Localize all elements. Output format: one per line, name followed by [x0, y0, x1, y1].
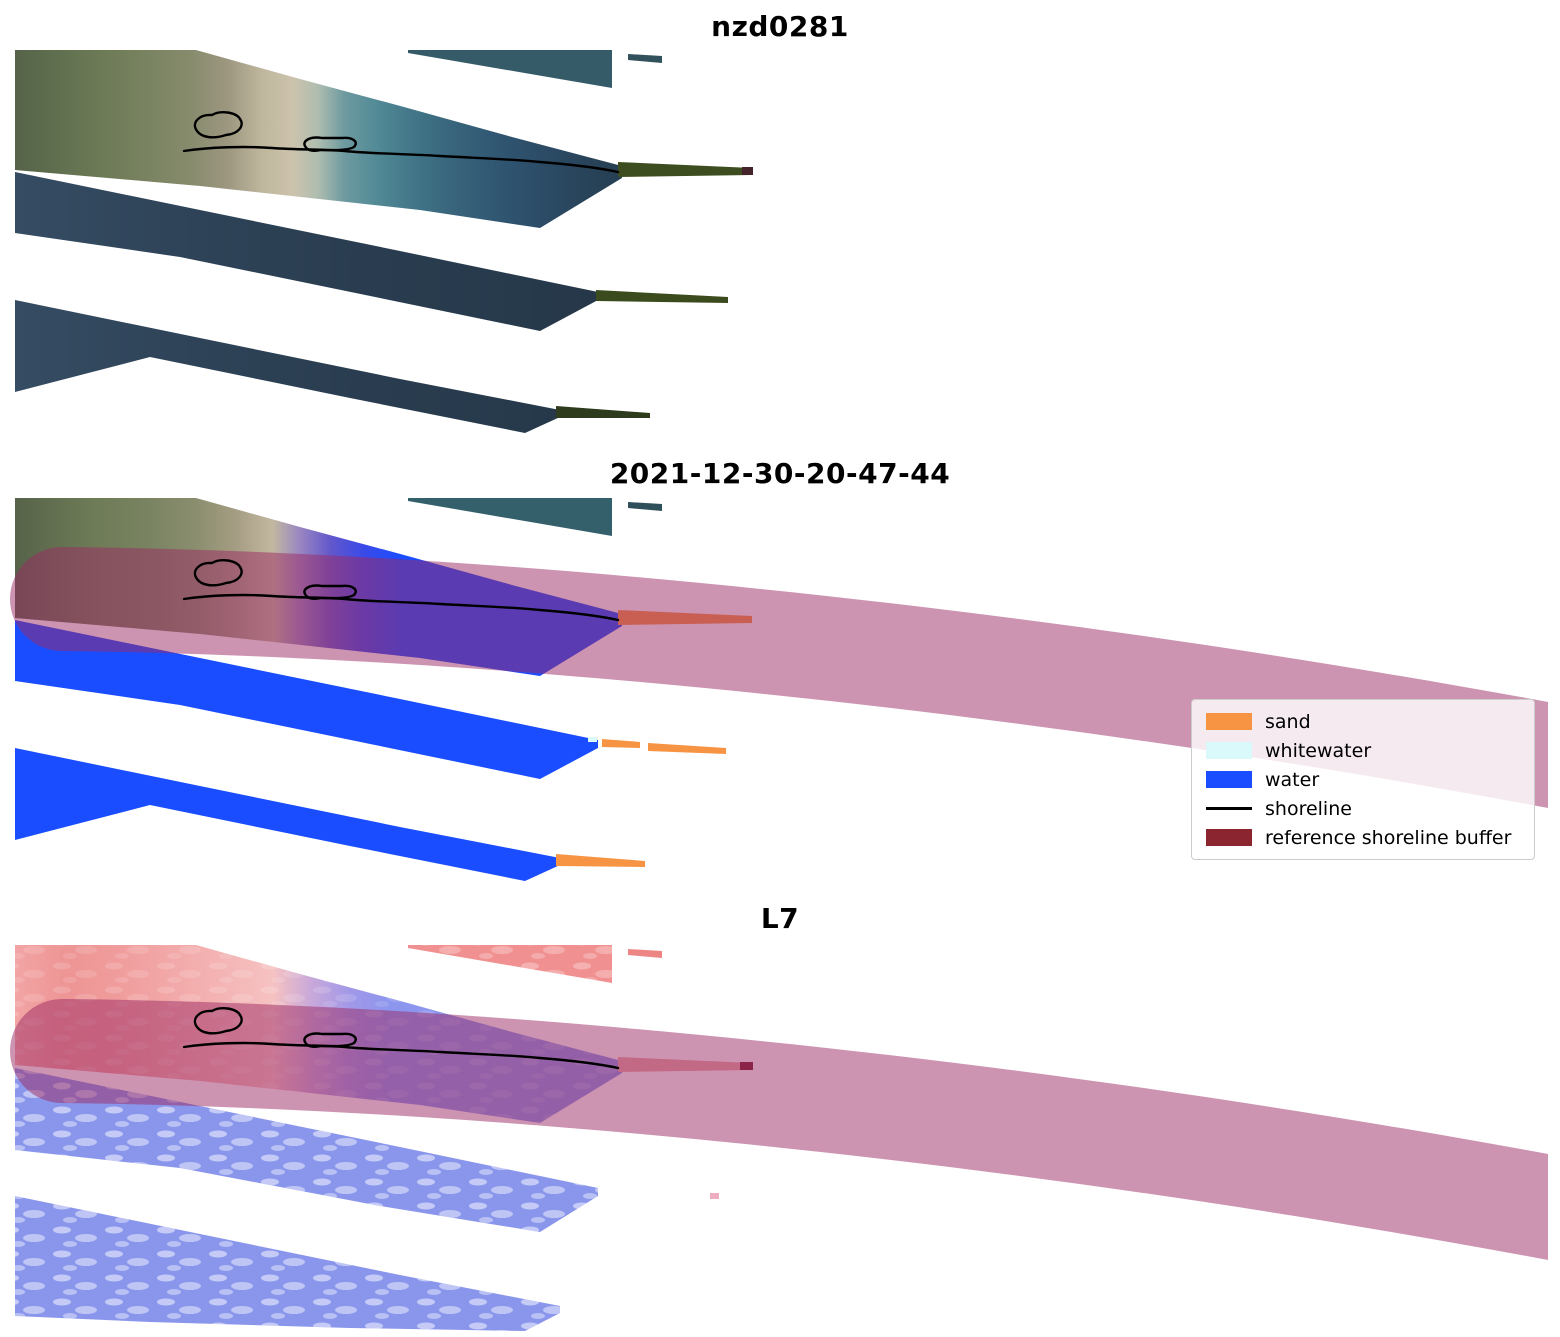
sea-stripe-2	[15, 300, 560, 433]
pink-speck	[710, 1193, 719, 1199]
legend-item-shoreline: shoreline	[1198, 794, 1528, 823]
panel-bottom-l7-image	[10, 945, 1548, 1331]
sand-dash-1	[602, 739, 640, 748]
image-fragment-top-right	[408, 50, 612, 88]
reference-buffer-swatch	[1206, 829, 1252, 846]
panel-title-middle: 2021-12-30-20-47-44	[609, 457, 951, 490]
image-fragment-top-right	[408, 498, 612, 536]
vegetation-sliver	[618, 162, 752, 177]
panel-title-top: nzd0281	[711, 10, 849, 43]
image-fragment-small	[628, 54, 662, 63]
water-swatch	[1206, 771, 1252, 788]
sliver-dark-tip	[742, 167, 753, 175]
panel-title-bottom: L7	[760, 902, 800, 935]
shoreline-line-swatch	[1206, 807, 1252, 810]
legend-box: sand whitewater water shoreline referenc…	[1191, 699, 1535, 860]
panel-top-satellite-image	[15, 50, 753, 433]
sand-dash-3	[556, 854, 645, 867]
image-fragment-small	[628, 949, 662, 958]
legend-item-whitewater: whitewater	[1198, 736, 1528, 765]
rgb-land-sea-stripe	[15, 50, 622, 228]
vegetation-sliver-3	[556, 406, 650, 418]
legend-label: reference shoreline buffer	[1265, 826, 1512, 849]
legend-label: whitewater	[1265, 739, 1372, 762]
sea-stripe-1	[15, 172, 598, 331]
legend-label: sand	[1265, 710, 1311, 733]
fragment-texture	[408, 945, 612, 983]
water-stripe-1-texture	[15, 1068, 598, 1232]
legend-label: water	[1265, 768, 1320, 791]
legend-label: shoreline	[1265, 797, 1352, 820]
water-stripe-2	[15, 748, 560, 881]
legend-item-sand: sand	[1198, 707, 1528, 736]
sand-dash-2	[648, 743, 726, 754]
water-stripe-1	[15, 620, 598, 779]
water-stripe-2-texture	[15, 1196, 560, 1331]
panel-middle-classified-image	[10, 498, 1548, 881]
legend-item-water: water	[1198, 765, 1528, 794]
vegetation-sliver-2	[596, 290, 728, 303]
whitewater-swatch	[1206, 742, 1252, 759]
image-fragment-small	[628, 502, 662, 511]
sand-swatch	[1206, 713, 1252, 730]
legend-item-reference-buffer: reference shoreline buffer	[1198, 823, 1528, 852]
whitewater-speck	[588, 737, 597, 742]
